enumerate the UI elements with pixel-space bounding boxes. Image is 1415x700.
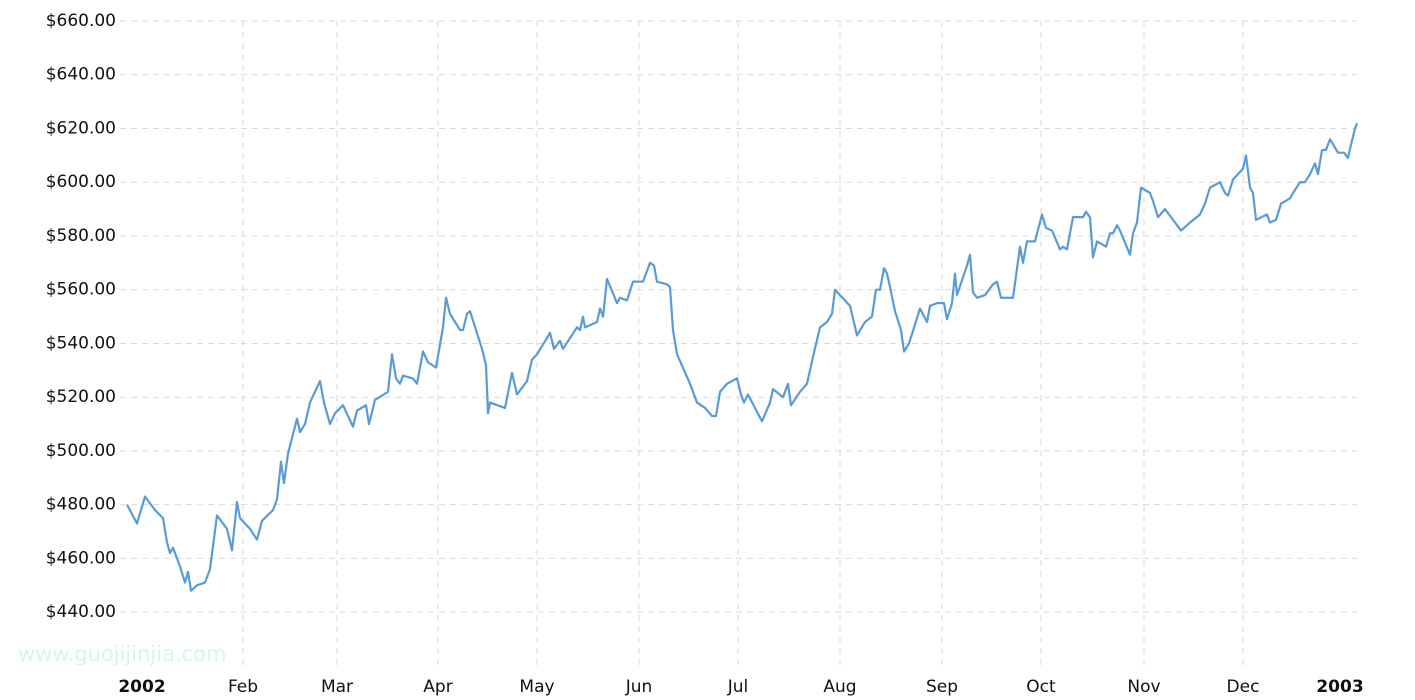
y-tick-label: $600.00	[46, 172, 116, 192]
x-tick-label: May	[519, 677, 554, 697]
y-tick-label: $460.00	[46, 548, 116, 568]
y-tick-label: $580.00	[46, 226, 116, 246]
x-tick-label: Oct	[1026, 677, 1056, 697]
y-tick-label: $560.00	[46, 280, 116, 300]
x-tick-label: Apr	[423, 677, 452, 697]
y-tick-label: $520.00	[46, 387, 116, 407]
y-tick-label: $660.00	[46, 11, 116, 31]
x-tick-label: Nov	[1127, 677, 1160, 697]
x-tick-label: Jun	[625, 677, 653, 697]
y-tick-label: $480.00	[46, 495, 116, 515]
x-tick-label: Sep	[926, 677, 958, 697]
y-tick-label: $620.00	[46, 118, 116, 138]
y-tick-label: $540.00	[46, 333, 116, 353]
x-tick-label: Feb	[228, 677, 258, 697]
x-tick-label: 2003	[1316, 677, 1363, 697]
watermark: www.guojijinjia.com	[18, 642, 226, 666]
x-tick-label: 2002	[118, 677, 165, 697]
y-tick-label: $500.00	[46, 441, 116, 461]
x-tick-label: Dec	[1227, 677, 1260, 697]
y-tick-label: $440.00	[46, 602, 116, 622]
y-tick-label: $640.00	[46, 65, 116, 85]
x-tick-label: Aug	[823, 677, 856, 697]
price-line	[126, 122, 1359, 592]
x-tick-label: Mar	[321, 677, 353, 697]
x-tick-label: Jul	[727, 677, 749, 697]
